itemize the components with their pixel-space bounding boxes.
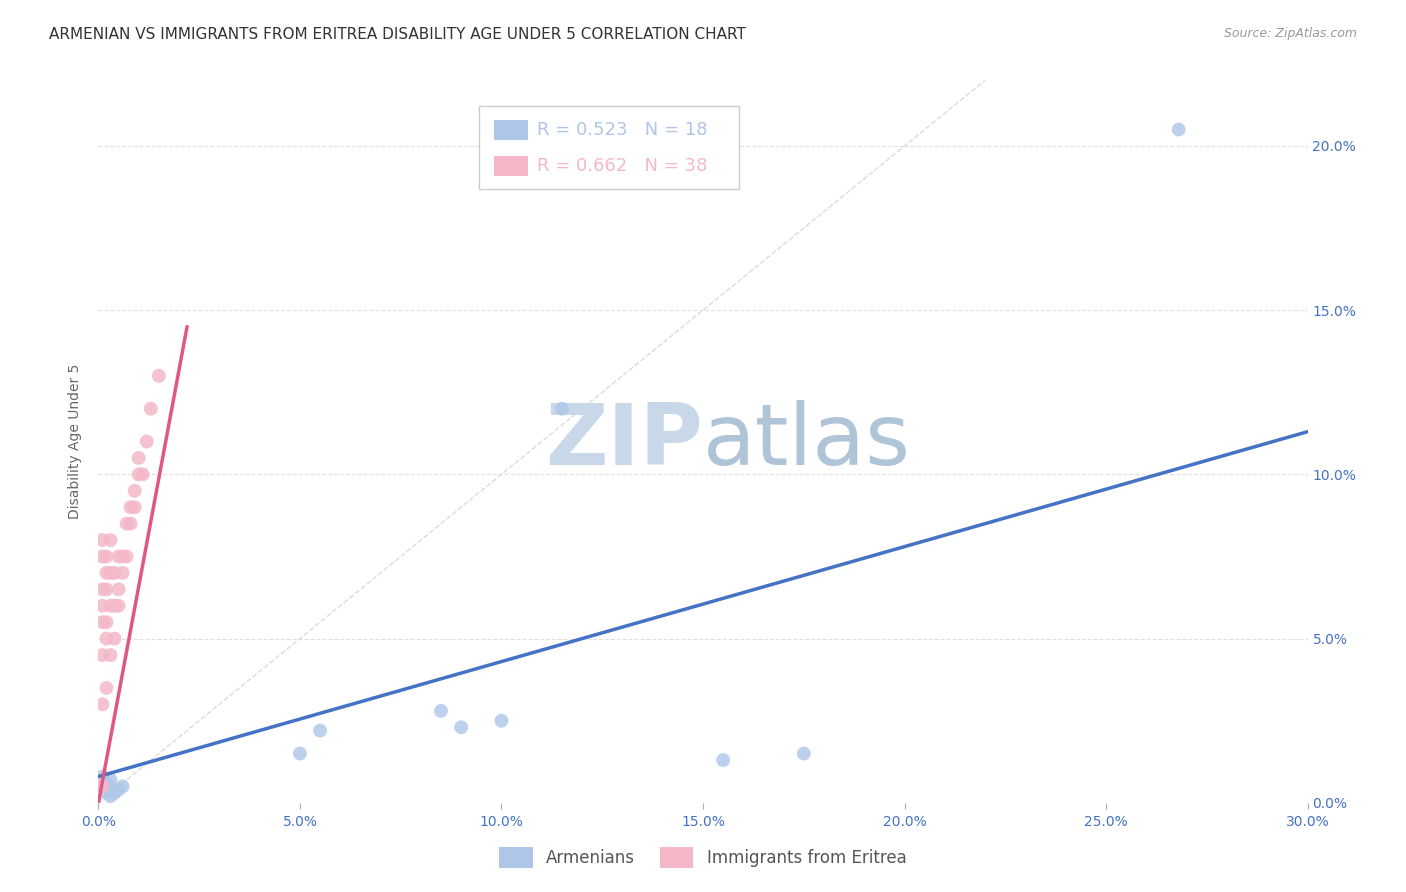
Point <box>100 789 122 804</box>
Point <box>91 780 114 794</box>
Point <box>96 776 118 790</box>
Text: atlas: atlas <box>703 400 911 483</box>
Point <box>91 549 114 564</box>
Point <box>124 483 146 498</box>
Bar <box>479 105 740 189</box>
Point <box>96 632 118 646</box>
Point <box>309 723 332 738</box>
Text: ZIP: ZIP <box>546 400 703 483</box>
Point <box>103 599 125 613</box>
Text: R = 0.662   N = 38: R = 0.662 N = 38 <box>537 157 707 175</box>
Y-axis label: Disability Age Under 5: Disability Age Under 5 <box>69 364 83 519</box>
Point <box>107 549 129 564</box>
Point <box>430 704 453 718</box>
Point <box>100 648 122 662</box>
Point <box>107 782 129 797</box>
Point <box>96 549 118 564</box>
Point <box>124 500 146 515</box>
Point <box>120 516 142 531</box>
Point <box>103 786 125 800</box>
Point <box>1167 122 1189 136</box>
Point <box>107 599 129 613</box>
Point <box>111 780 134 794</box>
Point <box>100 566 122 580</box>
Point <box>91 780 114 794</box>
Point <box>551 401 574 416</box>
Point <box>96 681 118 695</box>
Point <box>128 450 150 465</box>
Bar <box>494 156 527 177</box>
Point <box>100 533 122 547</box>
Point <box>115 516 138 531</box>
Point <box>91 648 114 662</box>
Point <box>128 467 150 482</box>
Point <box>135 434 157 449</box>
Point <box>111 566 134 580</box>
Point <box>148 368 170 383</box>
Point <box>103 566 125 580</box>
Text: ARMENIAN VS IMMIGRANTS FROM ERITREA DISABILITY AGE UNDER 5 CORRELATION CHART: ARMENIAN VS IMMIGRANTS FROM ERITREA DISA… <box>49 27 747 42</box>
Point <box>139 401 162 416</box>
Point <box>103 632 125 646</box>
Legend: Armenians, Immigrants from Eritrea: Armenians, Immigrants from Eritrea <box>492 840 914 875</box>
Point <box>115 549 138 564</box>
Point <box>111 549 134 564</box>
Point <box>96 615 118 630</box>
Point <box>91 533 114 547</box>
Point <box>793 747 815 761</box>
Point <box>120 500 142 515</box>
Point <box>91 698 114 712</box>
Bar <box>494 120 527 140</box>
Point <box>100 599 122 613</box>
Text: R = 0.523   N = 18: R = 0.523 N = 18 <box>537 121 707 139</box>
Point <box>91 599 114 613</box>
Point <box>91 770 114 784</box>
Point <box>491 714 513 728</box>
Text: Source: ZipAtlas.com: Source: ZipAtlas.com <box>1223 27 1357 40</box>
Point <box>91 615 114 630</box>
Point <box>107 582 129 597</box>
Point <box>96 786 118 800</box>
Point <box>91 582 114 597</box>
Point <box>288 747 311 761</box>
Point <box>132 467 155 482</box>
Point <box>96 566 118 580</box>
Point <box>450 720 472 734</box>
Point <box>711 753 734 767</box>
Point <box>96 582 118 597</box>
Point <box>100 772 122 787</box>
